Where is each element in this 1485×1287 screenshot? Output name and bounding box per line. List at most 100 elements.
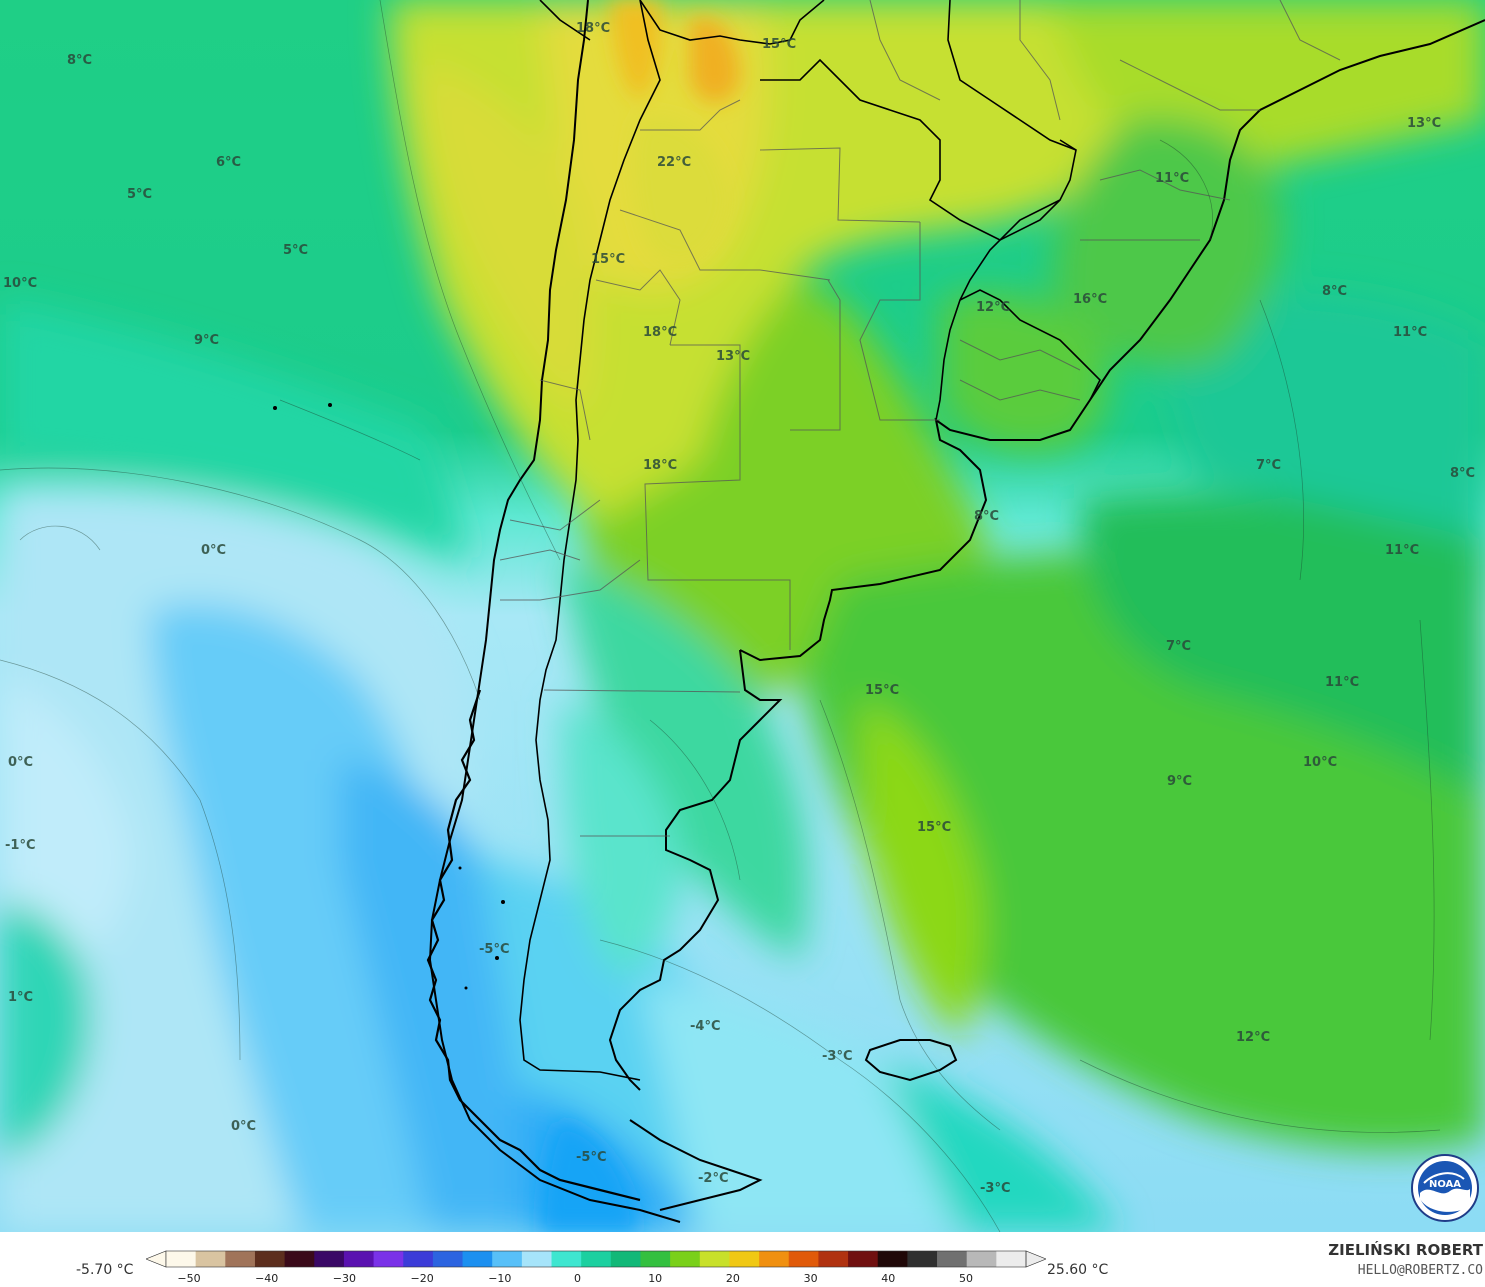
noaa-logo: NOAA [1411, 1154, 1479, 1222]
province-border-15 [959, 339, 1081, 371]
country-borders [519, 0, 1101, 1081]
temp-label: 13°C [1407, 116, 1442, 131]
province-border-12 [1119, 59, 1260, 111]
colorbar-segment [343, 1251, 375, 1267]
colorbar-segment [432, 1251, 464, 1267]
chaco-warm [633, 118, 730, 264]
chile-argentina-border [519, 0, 661, 1081]
isotherm-6 [819, 699, 1001, 1131]
isotherm-4 [599, 939, 1001, 1232]
colorbar-tick-label: −20 [410, 1272, 434, 1285]
colorbar-max-label: 25.60 °C [1047, 1262, 1109, 1278]
temp-label: -5°C [479, 942, 510, 957]
colorbar [146, 1250, 1046, 1268]
colorbar-tick-label: −30 [332, 1272, 356, 1285]
province-border-16 [959, 379, 1081, 401]
colorbar-tick-label: 0 [574, 1272, 581, 1285]
temp-label: 1°C [8, 990, 34, 1005]
cold-pacific-core [150, 603, 470, 1232]
colorbar-segment [877, 1251, 908, 1267]
temp-label: -1°C [5, 838, 36, 853]
colorbar-tick-label: −50 [177, 1272, 201, 1285]
atlantic-teal-east [1166, 292, 1485, 540]
falkland-islands [864, 1039, 958, 1082]
south-atlantic-teal [880, 1060, 1120, 1232]
isotherm-2 [0, 467, 481, 701]
temperature-fields [0, 0, 1485, 1232]
colorbar-segment [492, 1251, 523, 1267]
province-border-10 [500, 559, 641, 601]
colorbar-segment [759, 1251, 790, 1267]
colorbar-tick-label: −10 [488, 1272, 512, 1285]
colorbar-segment [937, 1251, 968, 1267]
colorbar-right-tip [1025, 1250, 1046, 1268]
southern-argentina-cyan [560, 700, 682, 980]
colorbar-segment [848, 1251, 879, 1267]
temp-label: 18°C [643, 458, 678, 473]
isotherm-10 [19, 525, 101, 551]
sw-teal-patch [0, 900, 92, 1160]
colorbar-left-tip [146, 1250, 167, 1268]
province-border-19 [1279, 0, 1341, 61]
island-dot-3 [501, 900, 505, 904]
paraguay-border [760, 58, 1077, 241]
island-dot-4 [495, 956, 499, 960]
author-email: HELLO@ROBERTZ.CO [1357, 1263, 1483, 1278]
colorbar-segment [462, 1251, 493, 1267]
temp-label: 11°C [1325, 675, 1360, 690]
province-border-17 [869, 0, 941, 101]
province-border-8 [619, 209, 831, 281]
argentina-atlantic-coast [739, 19, 1485, 662]
temp-label: 5°C [283, 243, 309, 258]
province-border-7 [595, 269, 681, 346]
colorbar-segment [166, 1251, 197, 1267]
temp-label: 9°C [1167, 774, 1193, 789]
colorbar-segment [521, 1251, 553, 1267]
uruguay-border [959, 289, 1101, 401]
colorbar-frame [165, 1250, 1027, 1268]
temp-label: -2°C [698, 1171, 729, 1186]
province-border-21 [499, 549, 581, 561]
colorbar-segment [314, 1251, 345, 1267]
temp-label: -3°C [822, 1049, 853, 1064]
isotherm-11 [279, 399, 421, 461]
colorbar-segment [966, 1251, 997, 1267]
colorbar-tick-label: 40 [881, 1272, 896, 1285]
colorbar-segment [699, 1251, 730, 1267]
northwest-warm-yellow [420, 60, 595, 420]
temp-label: 10°C [1303, 755, 1338, 770]
isotherm-8 [1159, 139, 1213, 241]
coastlines [426, 0, 1485, 1223]
temp-label: 11°C [1155, 171, 1190, 186]
andes-hot-orange-2 [690, 18, 740, 103]
isotherms [0, 0, 1441, 1232]
colorbar-segment [403, 1251, 434, 1267]
chile-islands-coast [426, 689, 641, 1202]
isotherm-12 [649, 719, 741, 881]
colorbar-segment [195, 1251, 226, 1267]
argentina-brazil-border [935, 199, 1061, 421]
brazil-coastal-green [1052, 118, 1282, 368]
temp-label: 16°C [1073, 292, 1108, 307]
temp-label: 8°C [1450, 466, 1476, 481]
pacific-teal-band [0, 300, 470, 560]
colorbar-tick-label: 20 [725, 1272, 740, 1285]
temp-label: 11°C [1393, 325, 1428, 340]
provincial-borders [499, 0, 1341, 837]
atlantic-warm-plume [860, 700, 984, 1040]
province-border-13 [1099, 169, 1231, 201]
isotherm-3 [0, 659, 241, 1061]
province-border-18 [1019, 0, 1061, 121]
temp-label: 8°C [974, 509, 1000, 524]
colorbar-tick-label: −40 [255, 1272, 279, 1285]
temp-label: 0°C [231, 1119, 257, 1134]
colorbar-segment [581, 1251, 612, 1267]
argentine-shelf-teal [560, 560, 808, 960]
colorbar-segment [640, 1251, 671, 1267]
colorbar-segment [551, 1251, 582, 1267]
island-dot-1 [273, 406, 277, 410]
island-dot-6 [464, 986, 468, 990]
isotherm-9 [1259, 299, 1304, 581]
temp-label: 15°C [865, 683, 900, 698]
isotherm-1 [379, 0, 561, 561]
